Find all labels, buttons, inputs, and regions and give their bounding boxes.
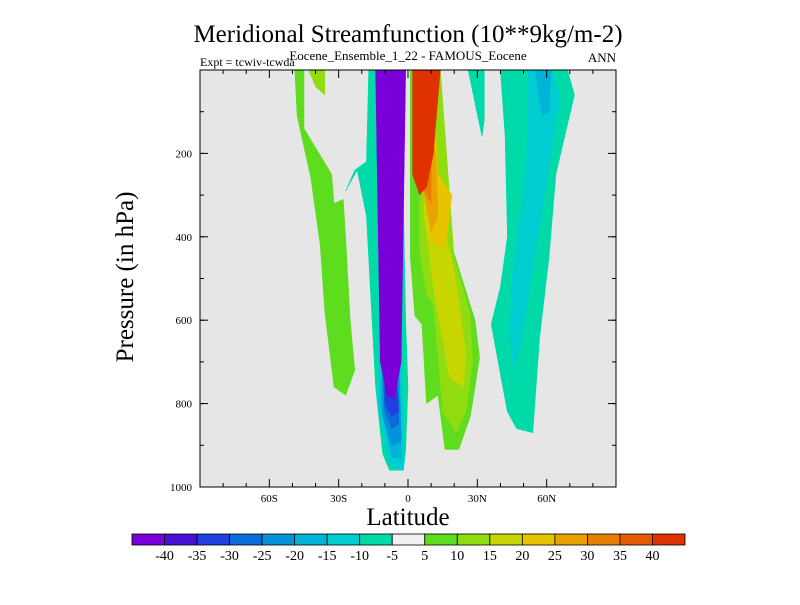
contour-region-20 [534, 70, 552, 117]
y-axis-label: Pressure (in hPa) [112, 192, 139, 363]
colorbar-swatch [587, 533, 621, 546]
x-tick-label: 60N [537, 493, 556, 505]
colorbar-label: -25 [253, 549, 272, 564]
contour-region-1 [308, 70, 326, 96]
colorbar-swatch [359, 533, 393, 546]
colorbar-label: -35 [188, 549, 207, 564]
plot-area [199, 69, 617, 488]
experiment-label: Expt = tcwiv-tcwda [200, 55, 295, 69]
colorbar-label: -20 [285, 549, 304, 564]
colorbar-label: 5 [421, 549, 428, 564]
contour-region-19 [509, 70, 561, 371]
colorbar-label: 40 [645, 549, 659, 564]
chart-title: Meridional Streamfunction (10**9kg/m-2) [193, 21, 622, 48]
colorbar-label: -15 [318, 549, 337, 564]
y-tick-label: 800 [176, 399, 193, 411]
chart-subtitle: Eocene_Ensemble_1_22 - FAMOUS_Eocene [289, 48, 527, 63]
colorbar-swatch [456, 533, 491, 546]
y-tick-label: 400 [176, 232, 193, 244]
colorbar-label: 15 [483, 549, 497, 564]
y-tick-label: 1000 [170, 482, 193, 494]
colorbar-label: 10 [450, 549, 464, 564]
colorbar-swatch [261, 533, 296, 546]
x-tick-label: 0 [405, 493, 411, 505]
contour-region-17 [467, 70, 485, 137]
colorbar-swatch [424, 533, 458, 546]
contour-region-0 [294, 70, 356, 396]
y-tick-label: 600 [176, 315, 193, 327]
contour-region-16 [412, 70, 441, 196]
colorbar-swatch [196, 533, 230, 546]
y-axis: 200 400 600 800 1000 [170, 111, 616, 494]
x-tick-label: 30N [468, 493, 487, 505]
season-label: ANN [588, 50, 617, 65]
colorbar-swatch [489, 533, 523, 546]
colorbar-swatch [619, 533, 653, 546]
x-axis-label: Latitude [366, 504, 449, 531]
x-axis: 60S 30S 0 30N 60N [222, 70, 594, 505]
colorbar-label: 30 [580, 549, 594, 564]
colorbar-swatch [164, 533, 198, 546]
colorbar-label: -10 [350, 549, 369, 564]
colorbar: -40 -35 -30 -25 -20 -15 -10 -5 5 10 15 20 25 30 35 40 [131, 533, 686, 564]
colorbar-label: 35 [613, 549, 627, 564]
x-tick-label: 60S [261, 493, 278, 505]
colorbar-swatch [391, 533, 426, 546]
colorbar-swatch [652, 533, 686, 546]
colorbar-swatch [521, 533, 556, 546]
colorbar-label: 20 [515, 549, 529, 564]
colorbar-label: -30 [220, 549, 239, 564]
colorbar-swatch [554, 533, 588, 546]
colorbar-label: -40 [155, 549, 174, 564]
x-tick-label: 30S [330, 493, 347, 505]
colorbar-swatch [294, 533, 328, 546]
colorbar-swatch [326, 533, 361, 546]
colorbar-label: -5 [386, 549, 398, 564]
y-tick-label: 200 [176, 148, 193, 160]
colorbar-swatch [229, 533, 263, 546]
colorbar-label: 25 [548, 549, 562, 564]
colorbar-swatch [131, 533, 165, 546]
contour-region-9 [375, 70, 406, 400]
